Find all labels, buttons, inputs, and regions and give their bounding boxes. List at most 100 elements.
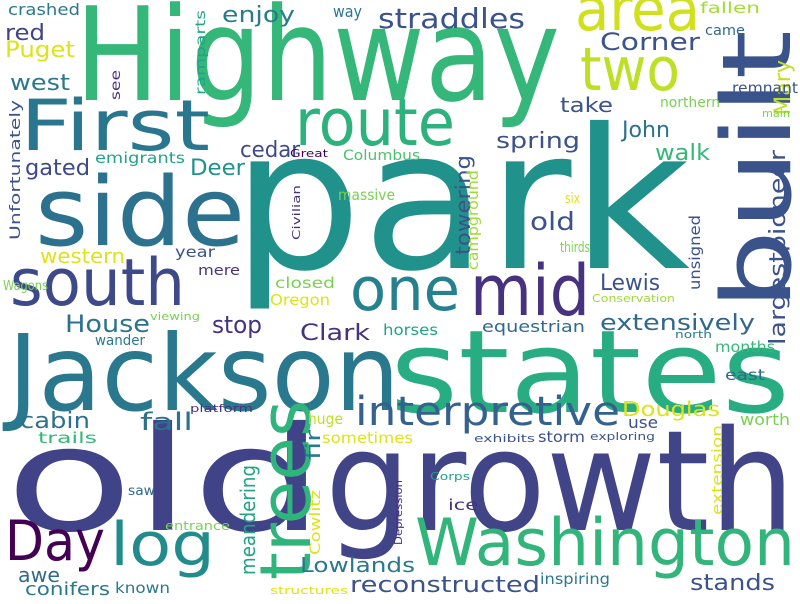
word: towering	[451, 155, 475, 255]
word: entrance	[165, 519, 230, 533]
word: exploring	[590, 430, 655, 443]
word: horses	[383, 321, 438, 339]
word: mere	[198, 263, 240, 279]
word: Clark	[300, 321, 370, 346]
word: viewing	[150, 310, 200, 323]
word: six	[565, 191, 580, 207]
word: stands	[690, 571, 775, 596]
word: Wagons	[3, 279, 48, 294]
word: crashed	[8, 0, 80, 19]
word: huge	[308, 410, 343, 428]
word: trails	[38, 429, 97, 447]
word: old	[530, 207, 575, 236]
word: Depression	[392, 480, 405, 545]
word: interpretive	[355, 389, 620, 435]
word: ice	[448, 496, 478, 514]
word: awe	[18, 563, 60, 587]
word: Highway	[75, 0, 560, 131]
word: states	[390, 306, 790, 440]
word: growth	[325, 401, 795, 564]
word: remnant	[732, 79, 798, 97]
word: east	[725, 366, 765, 384]
word: ramparts	[194, 10, 209, 95]
word: reconstructed	[350, 573, 540, 598]
word: worth	[740, 410, 790, 429]
word: straddles	[378, 2, 525, 35]
word: cabin	[20, 409, 90, 434]
word: largestpioneer	[766, 149, 791, 345]
word: Jackson	[2, 313, 400, 435]
word: massive	[338, 186, 395, 204]
word: west	[10, 71, 70, 96]
word: spring	[496, 129, 580, 154]
word: Lewis	[600, 271, 660, 296]
word: Columbus	[343, 148, 420, 164]
word: log	[110, 510, 215, 580]
word: Douglas	[622, 397, 720, 421]
word: trees	[245, 400, 327, 580]
word: House	[65, 310, 150, 338]
word: mid	[470, 250, 590, 332]
word: Corner	[600, 28, 700, 56]
word: unsigned	[686, 215, 704, 290]
word: two	[580, 35, 680, 105]
word: main	[762, 107, 790, 120]
word: built	[703, 30, 800, 310]
word: Oregon	[270, 291, 330, 309]
word: Puget	[5, 38, 75, 63]
word: red	[5, 21, 45, 46]
word: John	[620, 118, 670, 143]
word: year	[175, 243, 216, 261]
word: area	[575, 0, 700, 45]
word: one	[350, 255, 460, 325]
word: walk	[655, 141, 710, 166]
word: closed	[275, 274, 335, 292]
word: thirds	[560, 240, 590, 256]
word: take	[560, 93, 613, 117]
word: Day	[5, 509, 105, 573]
word: stop	[212, 311, 262, 339]
word: fallen	[700, 0, 760, 17]
word: park	[232, 87, 690, 314]
word: equestrian	[482, 317, 585, 336]
word: Corps	[430, 470, 470, 483]
word: western	[40, 244, 125, 268]
word: saw	[128, 484, 155, 499]
word: Civilian	[290, 185, 303, 240]
word: see	[109, 70, 124, 100]
word: Mary	[771, 60, 796, 115]
word: gated	[25, 156, 90, 181]
word: use	[628, 413, 658, 432]
word: known	[115, 579, 170, 597]
word: way	[333, 2, 362, 21]
word: Deer	[190, 156, 246, 181]
word: First	[20, 85, 210, 167]
word: conifers	[25, 579, 110, 600]
word: wander	[95, 333, 145, 349]
word: Conservation	[592, 292, 675, 305]
word: inspiring	[540, 570, 610, 588]
word: Great	[290, 147, 329, 160]
word: sometimes	[322, 429, 413, 447]
word: Washington	[415, 506, 795, 581]
word: south	[10, 246, 185, 321]
word: northern	[660, 95, 720, 111]
word: enjoy	[222, 3, 295, 28]
word: route	[295, 86, 455, 161]
word: Cowlitz	[308, 490, 324, 555]
word: meandering	[236, 465, 260, 575]
word: fall	[140, 408, 193, 436]
word: side	[35, 158, 245, 268]
word: emigrants	[95, 149, 185, 167]
word: exhibits	[474, 432, 535, 445]
word: north	[675, 328, 712, 341]
word: extensively	[600, 311, 755, 336]
word: extension	[710, 425, 726, 515]
word: came	[705, 23, 745, 39]
word: storm	[538, 428, 585, 446]
word: structures	[270, 584, 348, 597]
word: Unfortunately	[8, 100, 24, 240]
word: cedar	[240, 138, 301, 163]
